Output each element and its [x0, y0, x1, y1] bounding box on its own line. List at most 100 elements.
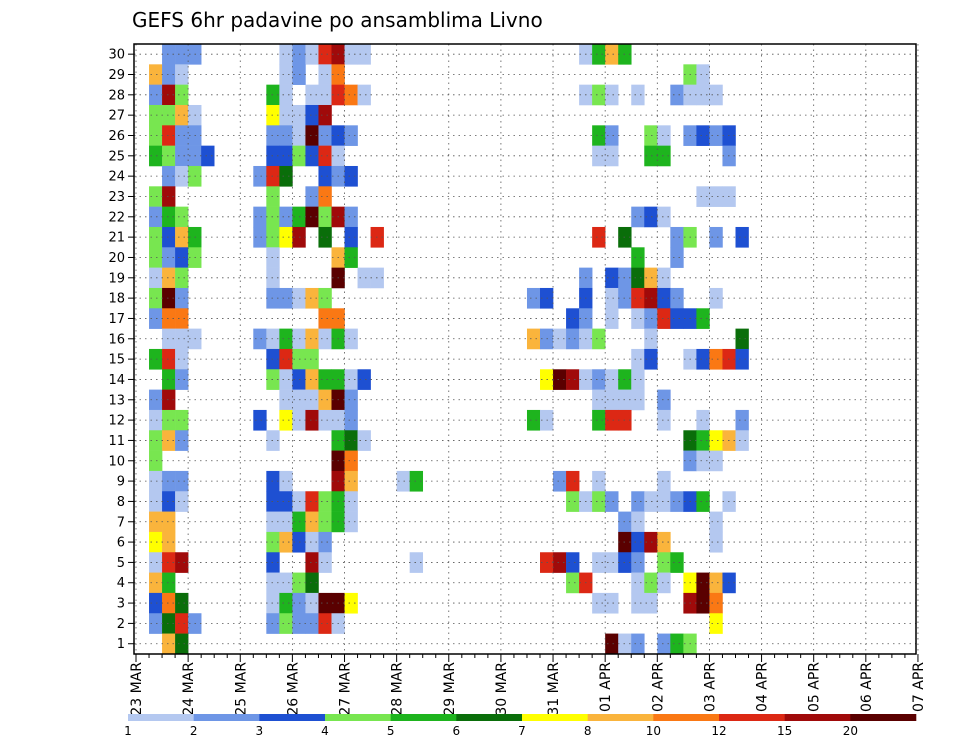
- heatmap-cell: [149, 572, 163, 594]
- colorbar-label: 10: [646, 724, 661, 738]
- heatmap-cell: [149, 186, 163, 207]
- heatmap-cell: [644, 125, 658, 146]
- heatmap-cell: [318, 389, 332, 411]
- heatmap-cell: [162, 369, 176, 390]
- heatmap-cell: [175, 226, 189, 248]
- heatmap-cell: [344, 430, 358, 451]
- heatmap-cell: [149, 104, 163, 126]
- heatmap-cell: [318, 552, 332, 573]
- heatmap-cell: [305, 125, 319, 146]
- heatmap-cell: [657, 552, 671, 573]
- heatmap-cell: [149, 206, 163, 228]
- colorbar-label: 7: [518, 724, 526, 738]
- heatmap-cell: [566, 491, 580, 512]
- heatmap-cell: [357, 267, 371, 289]
- heatmap-cell: [318, 531, 332, 553]
- gridlines: [134, 44, 919, 654]
- heatmap-cell: [605, 369, 619, 390]
- heatmap-cell: [279, 369, 293, 390]
- heatmap-cell: [149, 470, 163, 492]
- x-tick-label: 24 MAR: [181, 662, 197, 716]
- heatmap-cell: [175, 328, 189, 350]
- heatmap-cell: [162, 592, 176, 614]
- heatmap-cell: [318, 44, 332, 65]
- heatmap-cell: [162, 633, 176, 655]
- heatmap-cell: [305, 44, 319, 65]
- heatmap-cell: [526, 328, 541, 350]
- heatmap-cell: [162, 613, 176, 634]
- heatmap-cell: [162, 287, 176, 309]
- heatmap-cell: [696, 125, 710, 146]
- heatmap-cell: [709, 430, 723, 451]
- heatmap-cell: [279, 64, 293, 85]
- heatmap-cell: [592, 592, 606, 614]
- heatmap-cell: [657, 287, 671, 309]
- heatmap-cell: [605, 267, 619, 289]
- colorbar-label: 6: [453, 724, 461, 738]
- heatmap-cell: [305, 552, 319, 573]
- y-tick-label: 29: [108, 68, 125, 83]
- heatmap-cell: [566, 308, 580, 329]
- colorbar-segment: [390, 714, 457, 721]
- heatmap-cell: [162, 491, 176, 512]
- x-tick-label: 27 MAR: [338, 662, 354, 716]
- colorbar-segment: [456, 714, 523, 721]
- heatmap-cell: [631, 633, 645, 655]
- heatmap-cell: [657, 145, 671, 167]
- heatmap-cell: [162, 267, 176, 289]
- heatmap-cell: [175, 613, 189, 634]
- heatmap-cell: [631, 287, 645, 309]
- heatmap-cell: [318, 186, 332, 207]
- heatmap-cell: [735, 409, 749, 431]
- heatmap-cell: [279, 104, 293, 126]
- heatmap-cell: [344, 409, 358, 431]
- x-tick-label: 30 MAR: [494, 662, 510, 716]
- heatmap-cell: [175, 491, 189, 512]
- heatmap-cell: [735, 348, 749, 370]
- colorbar-label: 15: [777, 724, 792, 738]
- heatmap-cell: [605, 308, 619, 329]
- heatmap-cell: [605, 44, 619, 65]
- colorbar-label: 4: [321, 724, 329, 738]
- heatmap-cell: [279, 44, 293, 65]
- heatmap-cell: [162, 531, 176, 553]
- heatmap-cell: [631, 308, 645, 329]
- heatmap-cell: [318, 84, 332, 106]
- heatmap-cell: [592, 409, 606, 431]
- heatmap-cell: [670, 287, 684, 309]
- heatmap-cell: [162, 226, 176, 248]
- heatmap-cell: [605, 633, 619, 655]
- heatmap-cell: [253, 328, 267, 350]
- heatmap-cell: [709, 186, 723, 207]
- heatmap-cell: [344, 369, 358, 390]
- heatmap-cell: [279, 145, 293, 167]
- heatmap-cell: [149, 511, 163, 533]
- heatmap-cell: [149, 592, 163, 614]
- heatmap-cell: [696, 430, 710, 451]
- heatmap-cell: [162, 470, 176, 492]
- heatmap-cell: [631, 552, 645, 573]
- heatmap-cell: [631, 531, 645, 553]
- heatmap-cell: [357, 84, 371, 106]
- y-tick-label: 19: [108, 271, 125, 286]
- heatmap-cell: [344, 450, 358, 472]
- heatmap-cell: [696, 348, 710, 370]
- y-tick-label: 22: [108, 210, 125, 225]
- heatmap-cell: [279, 287, 293, 309]
- heatmap-cell: [592, 226, 606, 248]
- heatmap-cell: [305, 206, 319, 228]
- heatmap-cell: [657, 531, 671, 553]
- heatmap-cell: [253, 409, 267, 431]
- heatmap-cell: [175, 104, 189, 126]
- y-tick-label: 1: [117, 637, 125, 652]
- colorbar-segment: [259, 714, 326, 721]
- heatmap-cell: [175, 633, 189, 655]
- heatmap-cell: [318, 104, 332, 126]
- heatmap-cell: [279, 125, 293, 146]
- y-tick-label: 24: [108, 170, 125, 185]
- heatmap-cell: [344, 247, 358, 268]
- heatmap-cell: [175, 206, 189, 228]
- heatmap-cell: [592, 491, 606, 512]
- heatmap-cell: [175, 145, 189, 167]
- y-tick-label: 10: [108, 454, 125, 469]
